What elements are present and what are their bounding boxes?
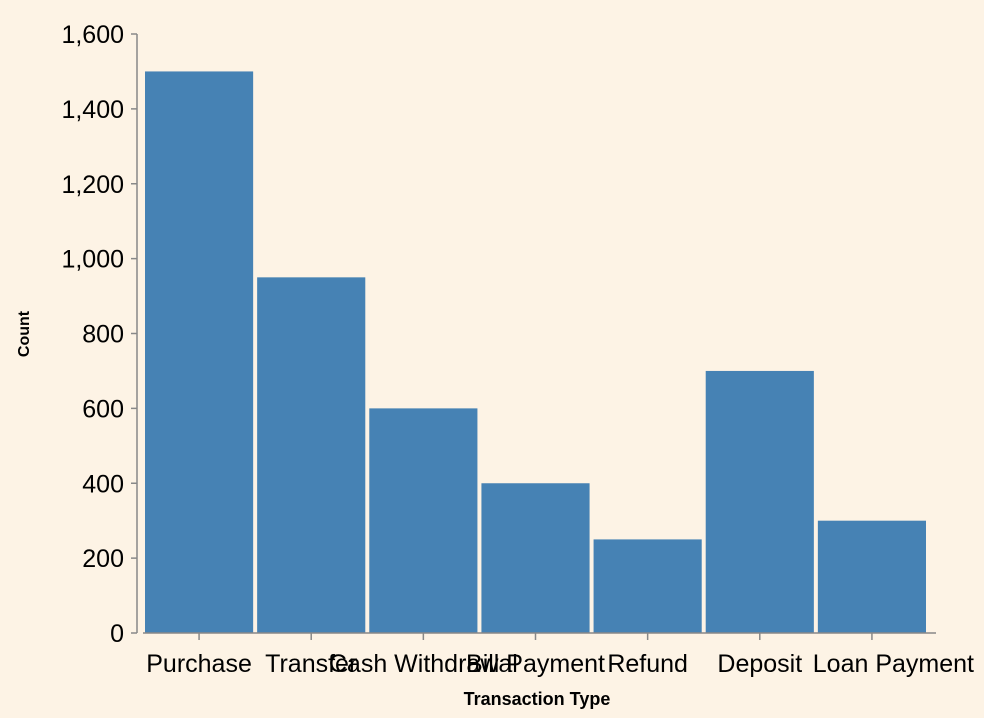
y-tick-label: 1,600 (61, 21, 124, 49)
y-axis-title: Count (16, 310, 33, 357)
bar-refund (593, 539, 702, 633)
x-axis-title: Transaction Type (464, 689, 611, 709)
bar-loan-payment (817, 520, 926, 633)
y-tick-label: 200 (82, 545, 124, 573)
y-tick-label: 0 (110, 620, 124, 648)
bar-purchase (145, 71, 254, 633)
x-tick-label: Bill Payment (466, 650, 605, 678)
x-tick-label: Transfer (265, 650, 357, 678)
bar-deposit (705, 370, 814, 633)
bars-group (145, 71, 926, 633)
x-tick-label: Refund (607, 650, 688, 678)
x-tick-label: Deposit (717, 650, 802, 678)
y-tick-label: 1,400 (61, 96, 124, 124)
y-tick-label: 800 (82, 321, 124, 349)
y-tick-label: 1,200 (61, 171, 124, 199)
y-tick-label: 1,000 (61, 246, 124, 274)
bar-transfer (257, 277, 366, 633)
bar-cash-withdrawal (369, 408, 478, 633)
y-tick-label: 400 (82, 470, 124, 498)
x-tick-label: Loan Payment (813, 650, 974, 678)
x-tick-label: Cash Withdrawal (329, 650, 518, 678)
y-axis: 0 200 400 600 800 1,000 1,200 1,400 1,600 (61, 21, 138, 648)
x-tick-label: Purchase (146, 650, 252, 678)
bar-bill-payment (481, 483, 590, 633)
y-tick-label: 600 (82, 395, 124, 423)
